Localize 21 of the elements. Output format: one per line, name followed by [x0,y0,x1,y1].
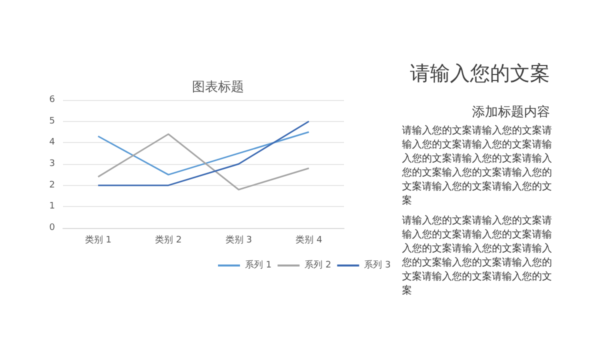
line-series [97,133,310,190]
x-tick-label: 类别 1 [84,234,112,246]
chart-title: 图表标题 [192,80,244,95]
legend-label: 系列 3 [364,260,391,270]
y-tick-label: 1 [49,202,55,212]
text: 请输入您的文案请输入您的文案请输入您的文案请输入您的文案请输入您的文案请输入您的文案请输入您的文案输入您的文案请输入您的文案请输入您的文案请输入您的文案 [401,124,552,206]
y-tick-label: 4 [49,138,56,148]
y-tick-label: 2 [49,180,55,190]
y-tick-label: 5 [49,116,55,126]
text: 请输入您的文案 [410,61,550,85]
y-tick-label: 0 [49,223,56,233]
y-tick-label: 6 [49,95,56,105]
x-tick-label: 类别 3 [225,234,252,246]
text: 添加标题内容 [472,104,550,120]
legend-label: 系列 1 [245,260,272,270]
x-tick-label: 类别 4 [296,234,322,246]
line-series [97,131,310,176]
legend-label: 系列 2 [304,260,332,270]
x-tick-label: 类别 2 [155,234,182,246]
y-tick-label: 3 [49,159,55,169]
text: 请输入您的文案请输入您的文案请输入您的文案请输入您的文案请输入您的文案请输入您的文案请输入您的文案输入您的文案请输入您的文案请输入您的文案请输入您的文案 [401,214,552,296]
